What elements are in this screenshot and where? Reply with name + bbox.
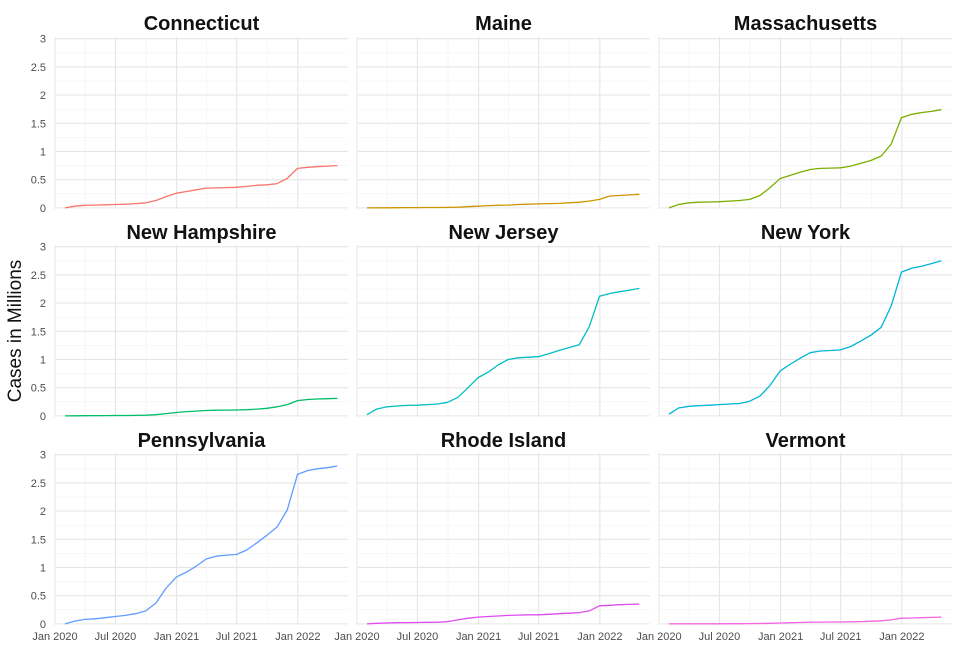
y-tick-label: 1 — [40, 562, 46, 574]
series-line-rhode-island — [366, 603, 640, 625]
x-tick-label: Jan 2020 — [32, 631, 77, 643]
panel-title-rhode-island: Rhode Island — [441, 430, 567, 452]
y-tick-label: 3 — [40, 450, 46, 462]
x-tick-label: Jul 2021 — [820, 631, 862, 643]
y-tick-label: 2 — [40, 298, 46, 310]
y-tick-label: 0.5 — [31, 175, 46, 187]
series-line-new-jersey — [366, 287, 640, 416]
y-tick-label: 2.5 — [31, 478, 46, 490]
x-tick-label: Jul 2020 — [397, 631, 439, 643]
series-line-connecticut — [64, 164, 338, 209]
y-tick-label: 0 — [40, 411, 46, 423]
series-line-massachusetts — [668, 109, 942, 209]
panel-title-pennsylvania: Pennsylvania — [138, 430, 267, 452]
y-tick-label: 0.5 — [31, 591, 46, 603]
panel-title-new-hampshire: New Hampshire — [126, 222, 276, 244]
x-tick-label: Jan 2022 — [577, 631, 622, 643]
x-tick-label: Jan 2021 — [758, 631, 803, 643]
y-tick-label: 2.5 — [31, 270, 46, 282]
x-tick-label: Jul 2020 — [699, 631, 741, 643]
series-line-pennsylvania — [64, 465, 338, 625]
panel-title-connecticut: Connecticut — [144, 13, 260, 35]
y-tick-label: 2 — [40, 506, 46, 518]
y-tick-label: 2 — [40, 90, 46, 102]
y-axis-title: Cases in Millions — [5, 260, 26, 403]
x-tick-label: Jan 2021 — [456, 631, 501, 643]
y-tick-label: 2.5 — [31, 62, 46, 74]
y-tick-label: 1.5 — [31, 534, 46, 546]
series-line-vermont — [668, 616, 942, 625]
y-tick-label: 1 — [40, 146, 46, 158]
y-tick-label: 1 — [40, 354, 46, 366]
y-tick-label: 0 — [40, 203, 46, 215]
x-tick-label: Jan 2021 — [154, 631, 199, 643]
y-tick-label: 1.5 — [31, 326, 46, 338]
x-tick-label: Jul 2021 — [216, 631, 258, 643]
x-tick-label: Jan 2020 — [636, 631, 681, 643]
panel-title-massachusetts: Massachusetts — [734, 13, 877, 35]
panel-title-new-york: New York — [761, 222, 851, 244]
x-tick-label: Jul 2021 — [518, 631, 560, 643]
y-tick-label: 0 — [40, 619, 46, 631]
y-tick-label: 0.5 — [31, 383, 46, 395]
y-tick-label: 3 — [40, 34, 46, 46]
x-tick-label: Jul 2020 — [95, 631, 137, 643]
series-line-new-hampshire — [64, 397, 338, 417]
x-tick-label: Jan 2020 — [334, 631, 379, 643]
x-tick-label: Jan 2022 — [879, 631, 924, 643]
panel-title-new-jersey: New Jersey — [448, 222, 559, 244]
x-tick-label: Jan 2022 — [275, 631, 320, 643]
y-tick-label: 3 — [40, 242, 46, 254]
series-line-maine — [366, 193, 640, 209]
y-tick-label: 1.5 — [31, 118, 46, 130]
panel-title-maine: Maine — [475, 13, 532, 35]
series-line-new-york — [668, 260, 942, 415]
panel-title-vermont: Vermont — [765, 430, 845, 452]
